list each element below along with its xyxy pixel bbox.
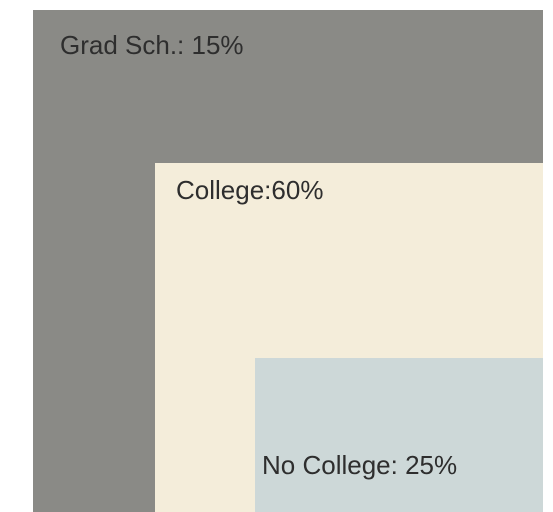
- panel-label: College:60%: [176, 175, 323, 205]
- panel-label: Grad Sch.: 15%: [60, 30, 244, 60]
- panel: [255, 358, 543, 512]
- panel-label: No College: 25%: [262, 450, 457, 480]
